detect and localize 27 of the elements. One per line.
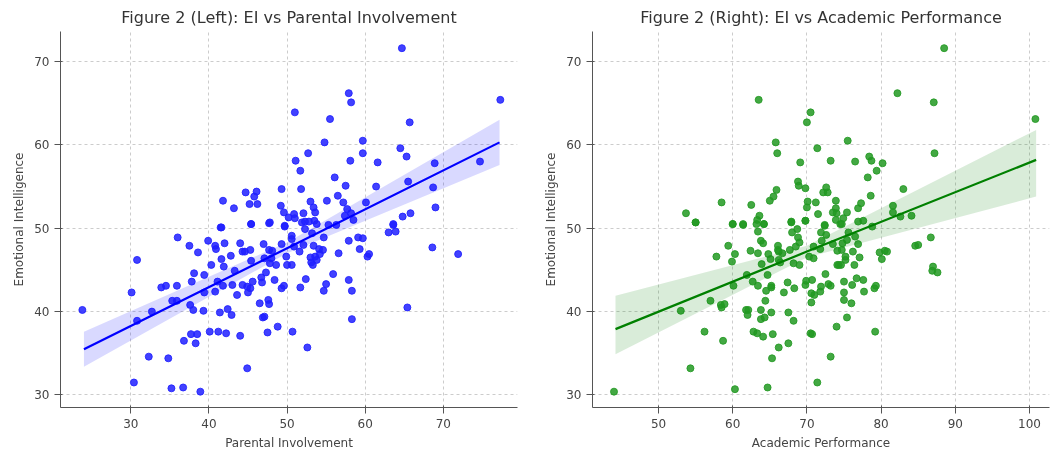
- x-axis-title: Parental Involvement: [225, 435, 354, 450]
- x-tick-label: 90: [947, 416, 963, 431]
- y-tick-label: 40: [566, 305, 582, 320]
- y-axis-title: Emotional Intelligence: [12, 152, 27, 287]
- x-tick-label: 70: [435, 416, 451, 431]
- y-axis-title: Emotional Intelligence: [544, 152, 559, 287]
- y-tick-label: 40: [34, 305, 50, 320]
- y-tick-label: 60: [34, 138, 50, 153]
- x-tick-label: 50: [650, 416, 667, 431]
- x-tick-label: 40: [201, 416, 217, 431]
- y-tick-label: 30: [566, 388, 582, 403]
- x-tick-label: 80: [873, 416, 889, 431]
- y-tick-label: 60: [566, 138, 582, 153]
- chart-title: Figure 2 (Right): EI vs Academic Performance: [640, 7, 1002, 27]
- x-tick-label: 70: [799, 416, 815, 431]
- y-tick-label: 50: [566, 221, 582, 236]
- x-tick-label: 50: [279, 416, 295, 431]
- chart-title: Figure 2 (Left): EI vs Parental Involvement: [121, 7, 457, 27]
- x-tick-label: 60: [357, 416, 373, 431]
- x-tick-label: 30: [123, 416, 139, 431]
- y-tick-label: 30: [34, 388, 50, 403]
- x-tick-label: 100: [1018, 416, 1041, 431]
- y-tick-label: 70: [34, 55, 50, 70]
- y-tick-label: 50: [34, 221, 50, 236]
- y-tick-label: 70: [566, 55, 582, 70]
- x-tick-label: 60: [725, 416, 741, 431]
- x-axis-title: Academic Performance: [751, 435, 891, 450]
